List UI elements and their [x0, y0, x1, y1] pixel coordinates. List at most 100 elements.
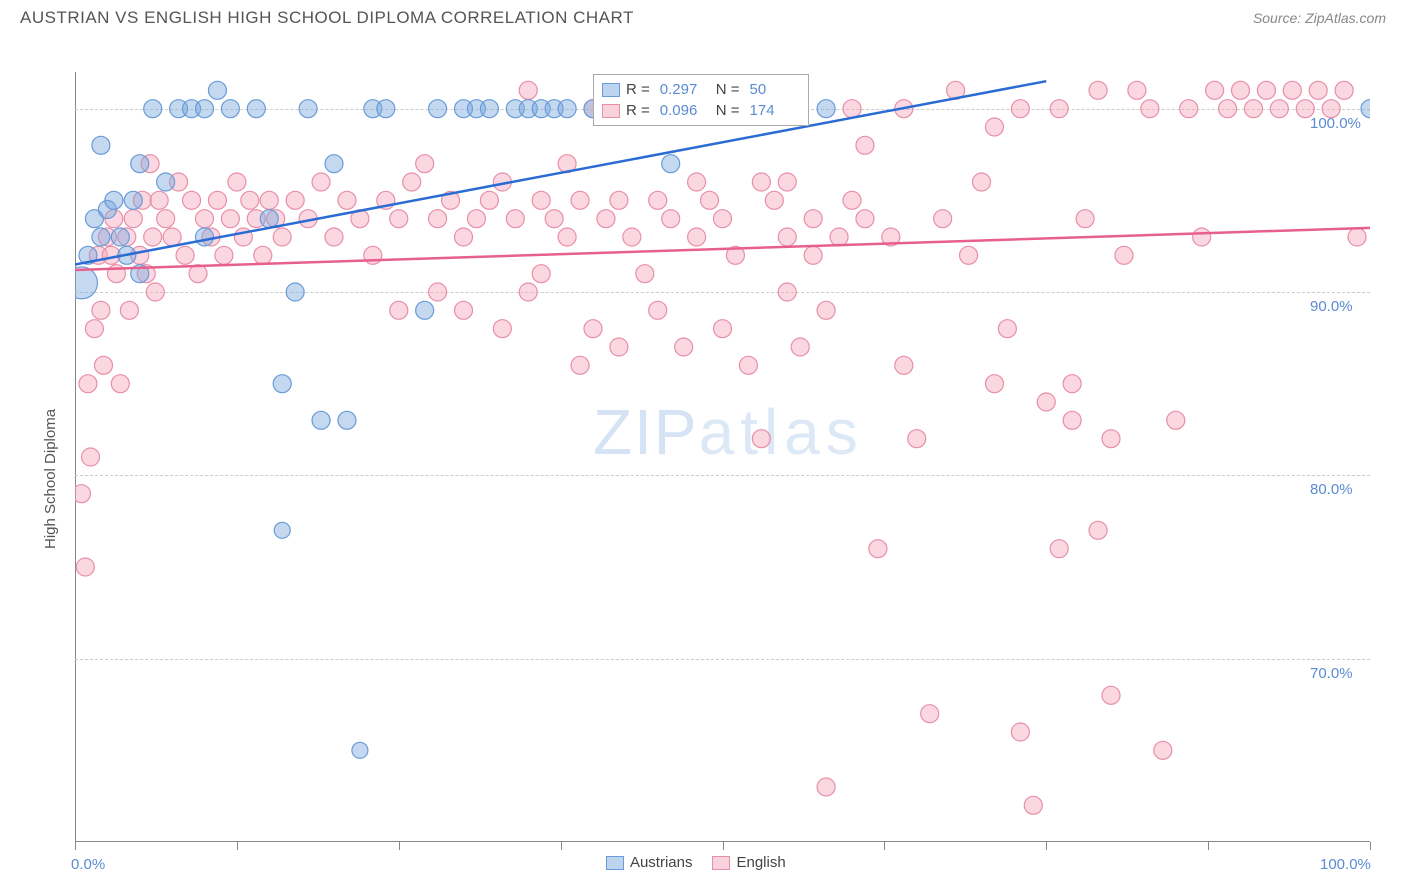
data-point [157, 173, 175, 191]
data-point [778, 228, 796, 246]
data-point [1322, 100, 1340, 118]
data-point [455, 228, 473, 246]
data-point [921, 705, 939, 723]
data-point [960, 246, 978, 264]
data-point [215, 246, 233, 264]
data-point [260, 191, 278, 209]
data-point [208, 81, 226, 99]
data-point [1063, 375, 1081, 393]
data-point [1089, 521, 1107, 539]
x-tick-label: 0.0% [71, 856, 105, 873]
data-point [163, 228, 181, 246]
x-tick [723, 842, 724, 850]
data-point [124, 191, 142, 209]
data-point [1219, 100, 1237, 118]
data-point [649, 191, 667, 209]
data-point [260, 210, 278, 228]
x-tick [399, 842, 400, 850]
data-point [120, 301, 138, 319]
scatter-svg [20, 32, 1370, 842]
data-point [714, 210, 732, 228]
data-point [92, 136, 110, 154]
data-point [92, 301, 110, 319]
data-point [208, 191, 226, 209]
data-point [312, 411, 330, 429]
x-tick [561, 842, 562, 850]
data-point [532, 265, 550, 283]
chart-title: AUSTRIAN VS ENGLISH HIGH SCHOOL DIPLOMA … [20, 8, 634, 28]
data-point [791, 338, 809, 356]
data-point [1024, 796, 1042, 814]
data-point [274, 522, 290, 538]
data-point [480, 100, 498, 118]
data-point [1115, 246, 1133, 264]
data-point [1050, 540, 1068, 558]
data-point [131, 155, 149, 173]
data-point [688, 228, 706, 246]
data-point [908, 430, 926, 448]
data-point [416, 301, 434, 319]
data-point [325, 155, 343, 173]
data-point [429, 100, 447, 118]
data-point [429, 283, 447, 301]
data-point [196, 210, 214, 228]
legend-swatch [602, 83, 620, 97]
data-point [1232, 81, 1250, 99]
data-point [817, 301, 835, 319]
data-point [1193, 228, 1211, 246]
legend-label: Austrians [630, 854, 693, 871]
legend-r-value: 0.096 [660, 102, 710, 119]
data-point [817, 100, 835, 118]
correlation-legend: R =0.297N =50R =0.096N =174 [593, 74, 809, 126]
data-point [92, 228, 110, 246]
data-point [338, 411, 356, 429]
data-point [85, 320, 103, 338]
data-point [403, 173, 421, 191]
data-point [752, 173, 770, 191]
data-point [1050, 100, 1068, 118]
data-point [778, 283, 796, 301]
source-name: ZipAtlas.com [1305, 10, 1386, 26]
data-point [934, 210, 952, 228]
data-point [1063, 411, 1081, 429]
data-point [701, 191, 719, 209]
data-point [390, 301, 408, 319]
data-point [312, 173, 330, 191]
data-point [571, 191, 589, 209]
data-point [804, 246, 822, 264]
data-point [1180, 100, 1198, 118]
data-point [1296, 100, 1314, 118]
data-point [558, 228, 576, 246]
data-point [176, 246, 194, 264]
data-point [998, 320, 1016, 338]
legend-r-label: R = [626, 81, 650, 98]
data-point [1309, 81, 1327, 99]
data-point [228, 173, 246, 191]
data-point [1128, 81, 1146, 99]
data-point [196, 100, 214, 118]
data-point [1348, 228, 1366, 246]
legend-swatch [712, 856, 730, 870]
legend-n-label: N = [716, 81, 740, 98]
data-point [610, 338, 628, 356]
data-point [196, 228, 214, 246]
data-point [150, 191, 168, 209]
data-point [571, 356, 589, 374]
data-point [1167, 411, 1185, 429]
data-point [144, 100, 162, 118]
source-prefix: Source: [1253, 10, 1305, 26]
legend-row: R =0.297N =50 [602, 79, 800, 100]
series-legend: AustriansEnglish [606, 854, 786, 871]
data-point [623, 228, 641, 246]
data-point [480, 191, 498, 209]
data-point [467, 210, 485, 228]
data-point [973, 173, 991, 191]
data-point [111, 375, 129, 393]
x-tick [1046, 842, 1047, 850]
data-point [1154, 741, 1172, 759]
data-point [662, 210, 680, 228]
legend-n-value: 174 [750, 102, 800, 119]
legend-r-label: R = [626, 102, 650, 119]
data-point [675, 338, 693, 356]
data-point [72, 485, 90, 503]
